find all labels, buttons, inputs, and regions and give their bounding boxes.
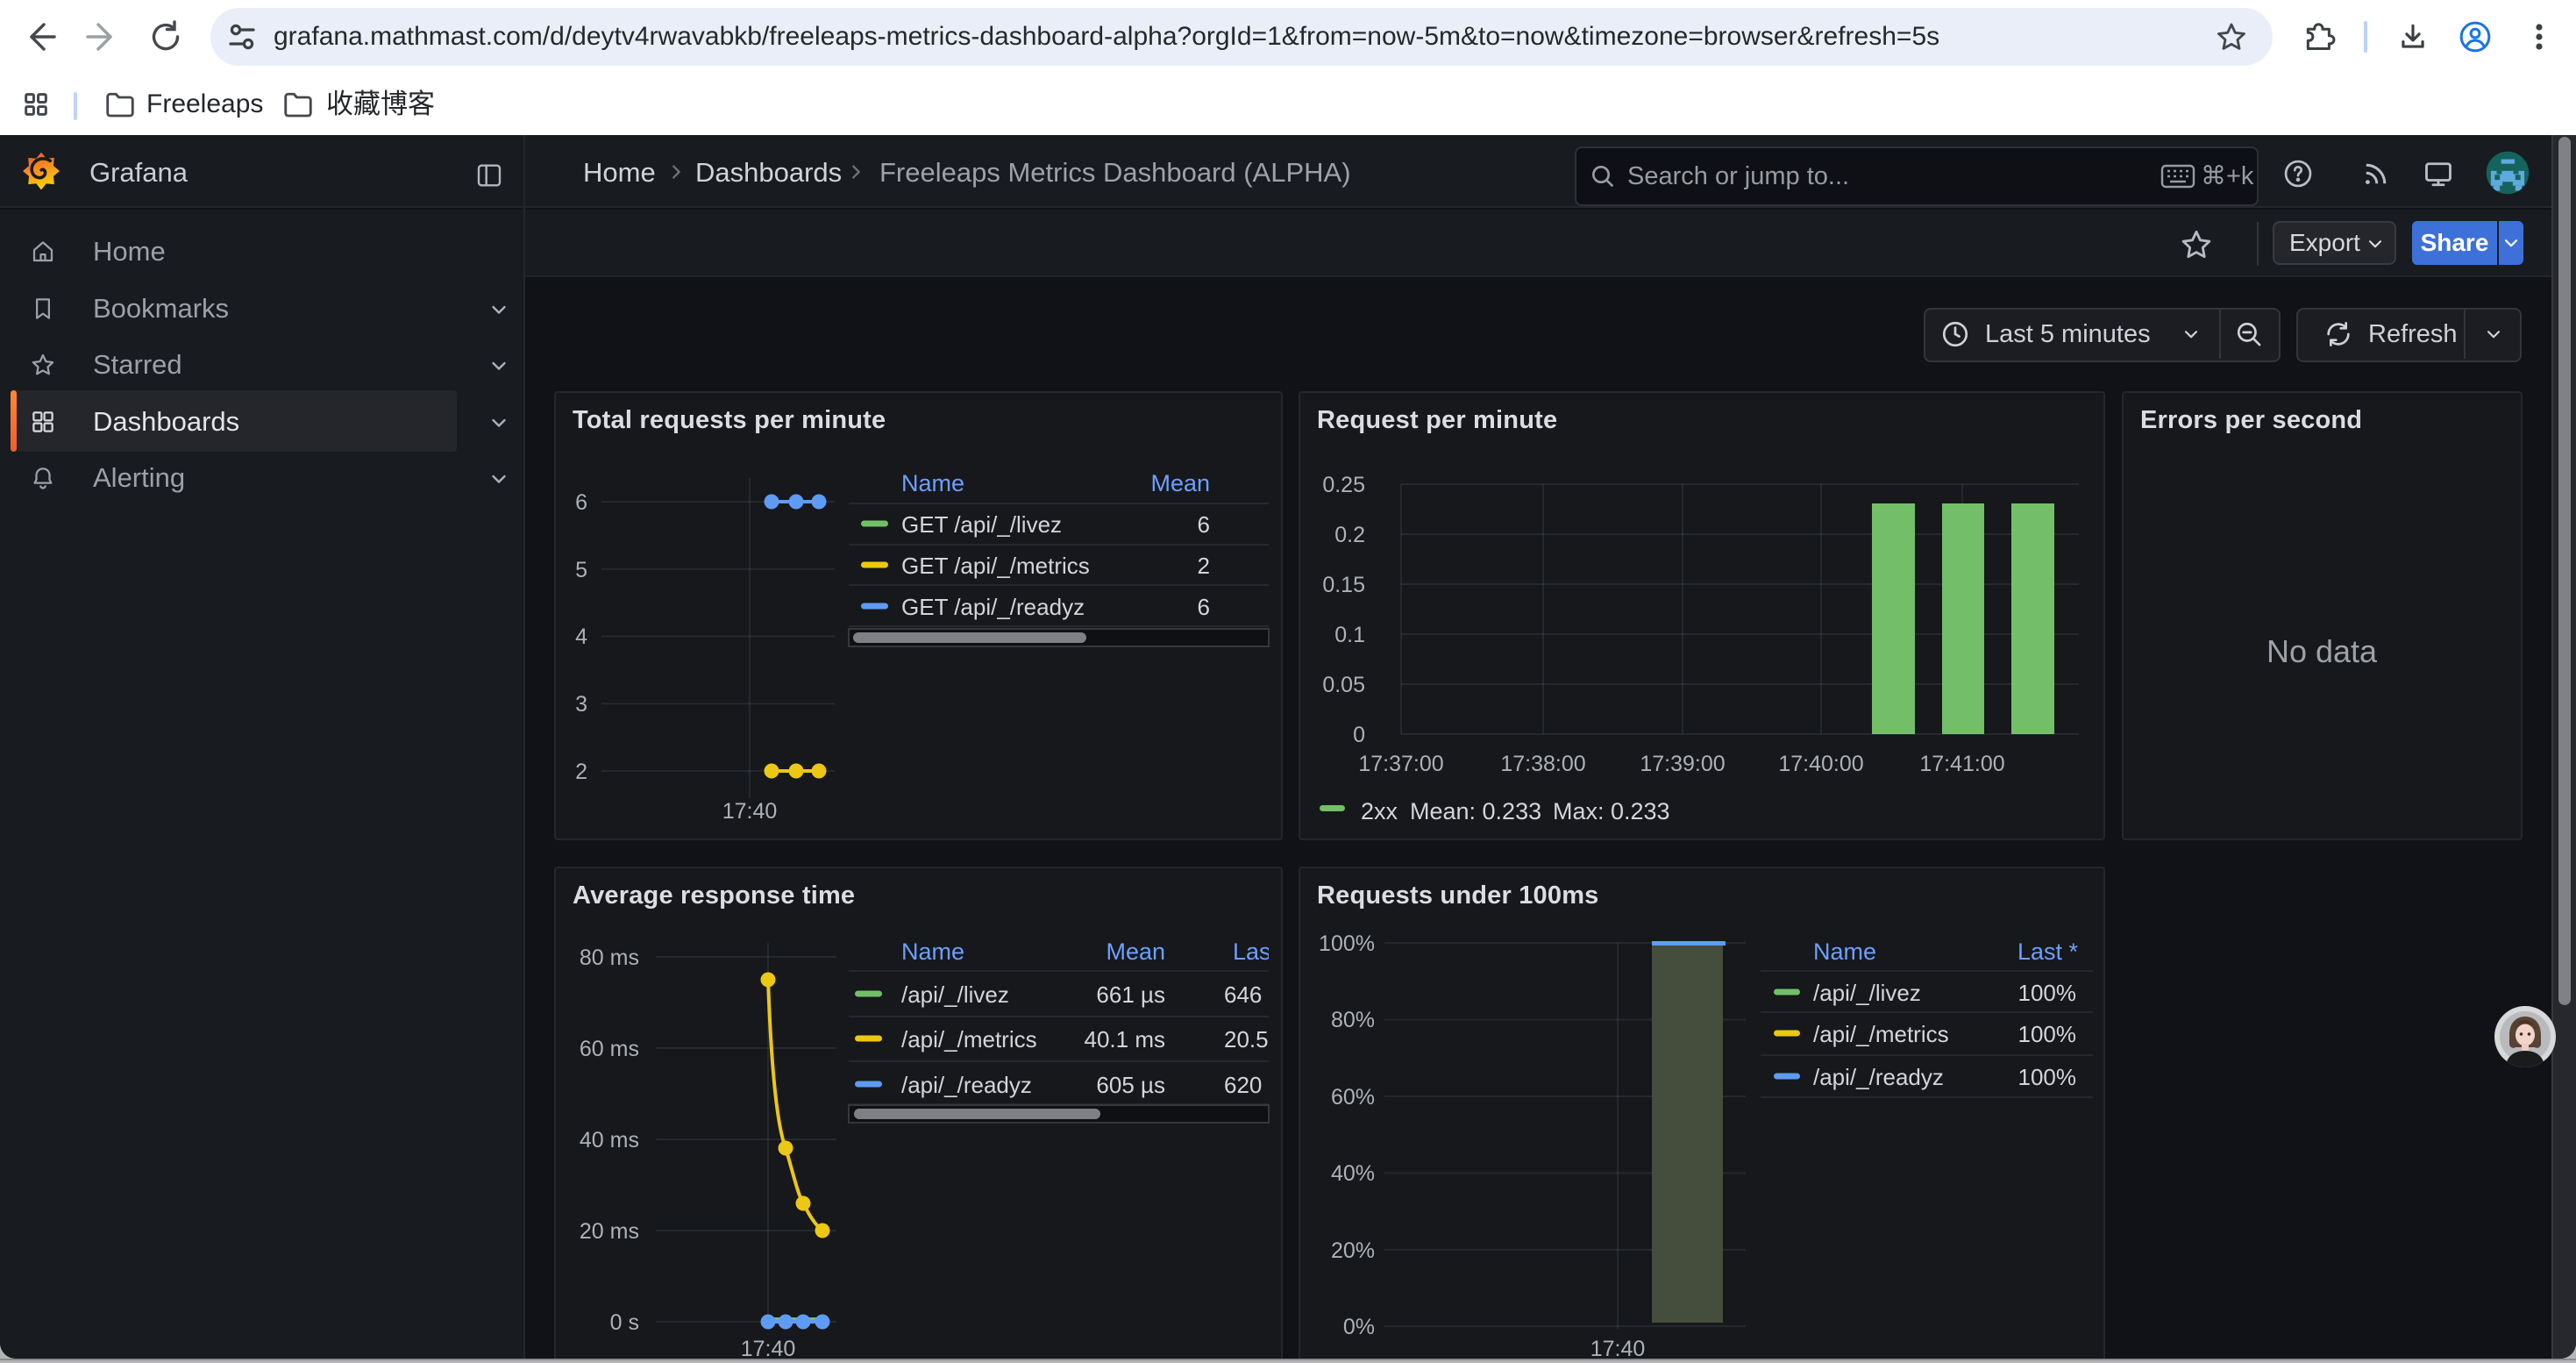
- svg-text:/api/_/metrics: /api/_/metrics: [1813, 1021, 1949, 1047]
- svg-text:Last *: Last *: [1233, 938, 1283, 965]
- svg-text:17:40: 17:40: [722, 799, 778, 824]
- svg-text:2: 2: [575, 760, 587, 784]
- svg-text:Mean: Mean: [1150, 470, 1210, 496]
- svg-text:0.2: 0.2: [1334, 523, 1365, 547]
- svg-text:100%: 100%: [2018, 1021, 2077, 1047]
- svg-text:Name: Name: [1813, 938, 1876, 965]
- svg-text:/api/_/readyz: /api/_/readyz: [1813, 1064, 1944, 1090]
- svg-text:40.1 ms: 40.1 ms: [1085, 1026, 1166, 1053]
- svg-text:40%: 40%: [1331, 1161, 1375, 1186]
- svg-text:Max: 0.233: Max: 0.233: [1553, 798, 1670, 824]
- svg-text:20%: 20%: [1331, 1238, 1375, 1263]
- svg-text:17:41:00: 17:41:00: [1919, 752, 2004, 776]
- svg-text:2: 2: [1198, 553, 1210, 579]
- svg-text:17:39:00: 17:39:00: [1640, 752, 1725, 776]
- svg-text:80 ms: 80 ms: [580, 946, 639, 970]
- svg-text:/api/_/livez: /api/_/livez: [901, 981, 1009, 1008]
- svg-text:6: 6: [1198, 594, 1210, 620]
- svg-text:0.05: 0.05: [1322, 673, 1365, 697]
- svg-text:Mean: 0.233: Mean: 0.233: [1410, 798, 1541, 824]
- svg-text:661 µs: 661 µs: [1096, 981, 1165, 1008]
- svg-text:17:38:00: 17:38:00: [1500, 752, 1585, 776]
- svg-text:17:40: 17:40: [741, 1337, 796, 1359]
- svg-text:0.15: 0.15: [1322, 573, 1365, 597]
- svg-text:No data: No data: [2266, 633, 2378, 669]
- svg-text:646 µs: 646 µs: [1224, 981, 1283, 1008]
- svg-text:20.5 ms: 20.5 ms: [1224, 1026, 1283, 1053]
- svg-text:2xx: 2xx: [1361, 798, 1398, 824]
- svg-text:6: 6: [1198, 511, 1210, 538]
- svg-text:100%: 100%: [1319, 931, 1375, 956]
- svg-text:6: 6: [575, 490, 587, 515]
- svg-text:60%: 60%: [1331, 1085, 1375, 1110]
- svg-text:20 ms: 20 ms: [580, 1219, 639, 1244]
- svg-text:0%: 0%: [1343, 1315, 1375, 1339]
- svg-text:605 µs: 605 µs: [1096, 1072, 1165, 1098]
- svg-text:0 s: 0 s: [610, 1310, 639, 1335]
- svg-text:Name: Name: [901, 470, 964, 496]
- svg-text:100%: 100%: [2018, 980, 2077, 1006]
- svg-text:60 ms: 60 ms: [580, 1037, 639, 1061]
- svg-text:GET /api/_/metrics: GET /api/_/metrics: [901, 553, 1090, 579]
- svg-text:40 ms: 40 ms: [580, 1128, 639, 1152]
- svg-text:Last *: Last *: [2017, 938, 2079, 965]
- svg-text:80%: 80%: [1331, 1008, 1375, 1032]
- svg-text:0.25: 0.25: [1322, 473, 1365, 497]
- svg-text:17:40: 17:40: [1590, 1337, 1646, 1359]
- svg-text:GET /api/_/livez: GET /api/_/livez: [901, 511, 1062, 538]
- svg-text:0: 0: [1353, 723, 1365, 747]
- svg-text:3: 3: [575, 692, 587, 717]
- svg-text:17:40:00: 17:40:00: [1778, 752, 1863, 776]
- svg-text:100%: 100%: [2018, 1064, 2077, 1090]
- svg-text:GET /api/_/readyz: GET /api/_/readyz: [901, 594, 1085, 620]
- svg-text:/api/_/readyz: /api/_/readyz: [901, 1072, 1032, 1098]
- svg-text:4: 4: [575, 624, 587, 649]
- svg-text:Mean: Mean: [1106, 938, 1165, 965]
- svg-text:Name: Name: [901, 938, 964, 965]
- svg-text:5: 5: [575, 558, 587, 582]
- svg-text:620 µs: 620 µs: [1224, 1072, 1283, 1098]
- svg-text:17:37:00: 17:37:00: [1358, 752, 1443, 776]
- svg-text:/api/_/livez: /api/_/livez: [1813, 980, 1921, 1006]
- svg-text:0.1: 0.1: [1334, 623, 1365, 647]
- svg-text:/api/_/metrics: /api/_/metrics: [901, 1026, 1037, 1053]
